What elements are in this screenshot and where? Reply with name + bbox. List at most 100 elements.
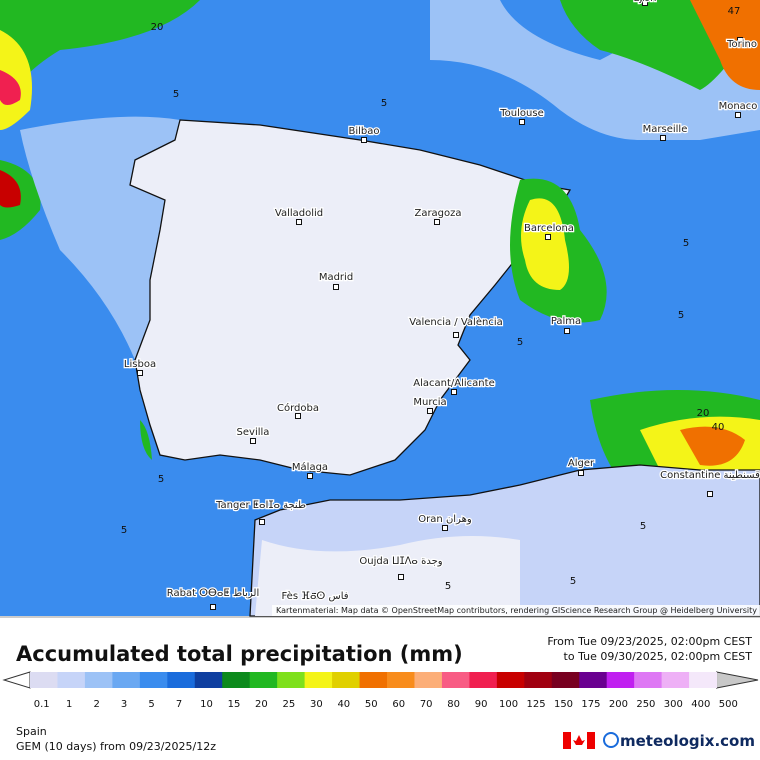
city-marker bbox=[578, 470, 584, 476]
legend-label: 400 bbox=[691, 699, 710, 710]
precip-area bbox=[690, 0, 760, 90]
legend-swatch bbox=[469, 672, 498, 688]
legend-label: 40 bbox=[337, 699, 350, 710]
legend-swatch bbox=[441, 672, 470, 688]
legend-swatch bbox=[524, 672, 553, 688]
city-marker bbox=[427, 408, 433, 414]
model: GEM (10 days) from 09/23/2025/12z bbox=[16, 740, 216, 753]
legend-swatch bbox=[606, 672, 635, 688]
brand[interactable]: meteologix.com bbox=[620, 732, 755, 750]
flag-band bbox=[563, 732, 571, 749]
contour-label: 5 bbox=[683, 238, 689, 249]
city-marker bbox=[453, 332, 459, 338]
city-label: Torino bbox=[726, 39, 757, 50]
flag-leaf bbox=[573, 735, 585, 745]
contour-label: 5 bbox=[570, 576, 576, 587]
city-marker bbox=[312, 593, 318, 599]
legend-arrow-left bbox=[2, 671, 31, 689]
legend-label: 100 bbox=[499, 699, 518, 710]
city-marker bbox=[137, 370, 143, 376]
legend-label: 200 bbox=[609, 699, 628, 710]
legend-label: 175 bbox=[581, 699, 600, 710]
precip-area bbox=[680, 426, 745, 466]
precip-area bbox=[20, 116, 180, 361]
period-from: From Tue 09/23/2025, 02:00pm CEST bbox=[547, 635, 752, 648]
legend-label: 500 bbox=[719, 699, 738, 710]
city-marker bbox=[519, 119, 525, 125]
legend-swatch bbox=[689, 672, 718, 688]
legend-label: 50 bbox=[365, 699, 378, 710]
title: Accumulated total precipitation (mm) bbox=[16, 642, 463, 666]
city-label: Lyon bbox=[633, 0, 656, 4]
city-label: Málaga bbox=[292, 461, 328, 473]
city-marker bbox=[707, 491, 713, 497]
legend-label: 30 bbox=[310, 699, 323, 710]
contour-label: 5 bbox=[121, 525, 127, 536]
city-marker bbox=[737, 37, 743, 43]
legend-swatch bbox=[661, 672, 690, 688]
contour-label: 5 bbox=[517, 337, 523, 348]
city-label: Zaragoza bbox=[414, 208, 461, 219]
africa-dry bbox=[255, 536, 520, 616]
city-label: Tanger ⵟⴰⵏⵊⴰ طنجة bbox=[215, 500, 306, 511]
city-marker bbox=[660, 135, 666, 141]
city-marker bbox=[642, 0, 648, 6]
legend-label: 2 bbox=[93, 699, 99, 710]
legend-label: 70 bbox=[420, 699, 433, 710]
legend-arrow-right bbox=[716, 671, 759, 689]
city-marker bbox=[398, 574, 404, 580]
legend: 0.1 1 2 3 5 7 10 15 20 25 30 40 50 60 70 80 90 100 125 150 1… bbox=[2, 671, 759, 710]
city-marker bbox=[451, 389, 457, 395]
contour-label: 5 bbox=[640, 521, 646, 532]
city-label: Fès ⴼⴰⵙ فاس bbox=[281, 590, 348, 602]
legend-label: 25 bbox=[283, 699, 296, 710]
flag bbox=[563, 732, 595, 749]
legend-swatch bbox=[139, 672, 168, 688]
legend-swatch bbox=[414, 672, 443, 688]
contour-label: 5 bbox=[678, 310, 684, 321]
legend-label: 0.1 bbox=[34, 699, 50, 710]
city-label: Palma bbox=[551, 316, 581, 327]
contour-label: 20 bbox=[697, 408, 710, 419]
legend-swatch bbox=[551, 672, 580, 688]
city-label: Bilbao bbox=[348, 126, 379, 137]
city-label: Madrid bbox=[319, 272, 353, 283]
city-marker bbox=[250, 438, 256, 444]
city-label: Alger bbox=[568, 458, 595, 469]
city-label: Oujda ⵡⵊⴷⴰ وجدة bbox=[359, 556, 442, 567]
legend-label: 90 bbox=[475, 699, 488, 710]
legend-label: 250 bbox=[636, 699, 655, 710]
legend-label: 15 bbox=[228, 699, 241, 710]
attribution: Kartenmaterial: Map data © OpenStreetMap… bbox=[276, 606, 757, 615]
city-marker bbox=[296, 219, 302, 225]
precip-area bbox=[0, 170, 21, 208]
city-marker bbox=[442, 525, 448, 531]
legend-swatch bbox=[112, 672, 141, 688]
period-to: to Tue 09/30/2025, 02:00pm CEST bbox=[564, 650, 753, 663]
precip-area bbox=[0, 70, 21, 105]
legend-swatch bbox=[57, 672, 86, 688]
city-label: Alacant/Alicante bbox=[413, 378, 494, 389]
legend-swatch bbox=[84, 672, 113, 688]
city-marker bbox=[295, 413, 301, 419]
city-marker bbox=[545, 234, 551, 240]
legend-label: 5 bbox=[148, 699, 154, 710]
legend-swatch bbox=[194, 672, 223, 688]
legend-label: 7 bbox=[176, 699, 182, 710]
city-label: Lisboa bbox=[124, 359, 156, 370]
contour-label: 47 bbox=[728, 6, 741, 17]
legend-swatch bbox=[304, 672, 333, 688]
region: Spain bbox=[16, 725, 47, 738]
legend-label: 60 bbox=[392, 699, 405, 710]
city-marker bbox=[361, 137, 367, 143]
contour-label: 5 bbox=[445, 581, 451, 592]
legend-label: 80 bbox=[447, 699, 460, 710]
legend-swatch bbox=[167, 672, 196, 688]
contour-label: 5 bbox=[381, 98, 387, 109]
legend-label: 125 bbox=[526, 699, 545, 710]
city-marker bbox=[333, 284, 339, 290]
city-label: Marseille bbox=[643, 124, 688, 135]
contour-label: 40 bbox=[712, 422, 725, 433]
